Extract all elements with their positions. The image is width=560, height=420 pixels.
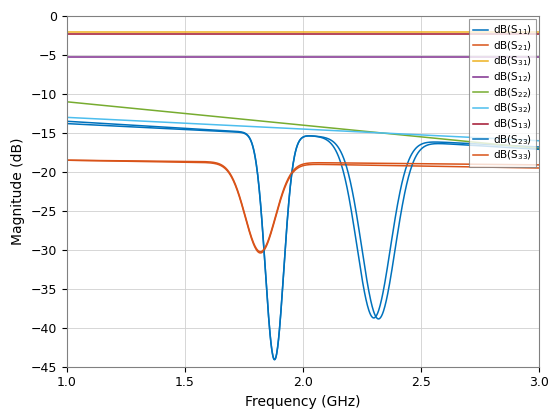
dB(S$_\mathregular{22}$) (272, 120, 278, 125)
dB(S$_\mathregular{33}$) (388, 161, 395, 166)
dB(S$_\mathregular{21}$) (257, 250, 264, 255)
dB(S$_\mathregular{12}$) (111, 54, 118, 59)
dB(S$_\mathregular{31}$) (254, 29, 261, 34)
dB(S$_\mathregular{21}$) (388, 163, 395, 168)
dB(S$_\mathregular{31}$) (432, 29, 438, 34)
dB(S$_\mathregular{11}$) (254, 173, 261, 178)
dB(S$_\mathregular{32}$) (111, 117, 118, 122)
X-axis label: Frequency (GHz): Frequency (GHz) (245, 395, 361, 409)
Line: dB(S$_\mathregular{23}$): dB(S$_\mathregular{23}$) (67, 121, 539, 360)
dB(S$_\mathregular{11}$) (441, 140, 447, 145)
dB(S$_\mathregular{23}$) (388, 270, 395, 275)
dB(S$_\mathregular{13}$) (272, 32, 278, 37)
dB(S$_\mathregular{32}$) (254, 124, 261, 129)
dB(S$_\mathregular{22}$) (254, 118, 261, 123)
Y-axis label: Magnitude (dB): Magnitude (dB) (11, 138, 25, 245)
dB(S$_\mathregular{12}$) (272, 54, 278, 59)
Line: dB(S$_\mathregular{21}$): dB(S$_\mathregular{21}$) (67, 160, 539, 253)
dB(S$_\mathregular{12}$) (440, 54, 447, 59)
dB(S$_\mathregular{12}$) (63, 54, 70, 59)
dB(S$_\mathregular{11}$) (388, 239, 395, 244)
dB(S$_\mathregular{13}$) (432, 32, 438, 37)
dB(S$_\mathregular{12}$) (535, 54, 542, 59)
dB(S$_\mathregular{32}$) (272, 125, 278, 130)
dB(S$_\mathregular{12}$) (388, 54, 394, 59)
dB(S$_\mathregular{23}$) (535, 147, 542, 152)
Line: dB(S$_\mathregular{32}$): dB(S$_\mathregular{32}$) (67, 117, 539, 141)
dB(S$_\mathregular{31}$) (111, 29, 118, 34)
dB(S$_\mathregular{33}$) (432, 161, 439, 166)
dB(S$_\mathregular{11}$) (272, 357, 278, 362)
dB(S$_\mathregular{12}$) (432, 54, 438, 59)
dB(S$_\mathregular{31}$) (388, 29, 394, 34)
dB(S$_\mathregular{23}$) (272, 357, 278, 362)
dB(S$_\mathregular{11}$) (535, 144, 542, 150)
dB(S$_\mathregular{33}$) (535, 163, 542, 168)
dB(S$_\mathregular{33}$) (441, 161, 447, 166)
dB(S$_\mathregular{33}$) (272, 215, 278, 220)
dB(S$_\mathregular{31}$) (535, 29, 542, 34)
dB(S$_\mathregular{13}$) (535, 32, 542, 37)
dB(S$_\mathregular{22}$) (111, 104, 118, 109)
dB(S$_\mathregular{32}$) (440, 134, 447, 139)
dB(S$_\mathregular{11}$) (432, 139, 439, 144)
dB(S$_\mathregular{23}$) (432, 141, 439, 146)
dB(S$_\mathregular{32}$) (432, 133, 438, 138)
dB(S$_\mathregular{21}$) (432, 164, 439, 169)
dB(S$_\mathregular{21}$) (111, 158, 118, 163)
dB(S$_\mathregular{11}$) (272, 357, 278, 362)
dB(S$_\mathregular{31}$) (272, 29, 278, 34)
dB(S$_\mathregular{32}$) (535, 138, 542, 143)
dB(S$_\mathregular{21}$) (535, 165, 542, 171)
dB(S$_\mathregular{22}$) (440, 136, 447, 142)
dB(S$_\mathregular{23}$) (272, 357, 278, 362)
dB(S$_\mathregular{13}$) (440, 32, 447, 37)
dB(S$_\mathregular{21}$) (254, 249, 261, 254)
Line: dB(S$_\mathregular{33}$): dB(S$_\mathregular{33}$) (67, 160, 539, 252)
dB(S$_\mathregular{23}$) (441, 141, 447, 146)
dB(S$_\mathregular{13}$) (111, 32, 118, 37)
dB(S$_\mathregular{21}$) (272, 216, 278, 221)
dB(S$_\mathregular{22}$) (63, 99, 70, 104)
dB(S$_\mathregular{11}$) (63, 121, 70, 126)
dB(S$_\mathregular{12}$) (254, 54, 261, 59)
dB(S$_\mathregular{23}$) (111, 122, 118, 127)
dB(S$_\mathregular{13}$) (63, 32, 70, 37)
dB(S$_\mathregular{22}$) (432, 136, 438, 141)
dB(S$_\mathregular{22}$) (388, 131, 394, 136)
dB(S$_\mathregular{23}$) (254, 172, 261, 177)
dB(S$_\mathregular{13}$) (254, 32, 261, 37)
Line: dB(S$_\mathregular{22}$): dB(S$_\mathregular{22}$) (67, 102, 539, 149)
dB(S$_\mathregular{32}$) (63, 115, 70, 120)
dB(S$_\mathregular{31}$) (440, 29, 447, 34)
dB(S$_\mathregular{13}$) (388, 32, 394, 37)
dB(S$_\mathregular{11}$) (111, 123, 118, 129)
dB(S$_\mathregular{23}$) (63, 119, 70, 124)
dB(S$_\mathregular{21}$) (63, 158, 70, 163)
dB(S$_\mathregular{33}$) (111, 158, 118, 163)
dB(S$_\mathregular{21}$) (441, 164, 447, 169)
Legend: dB(S$_\mathregular{11}$), dB(S$_\mathregular{21}$), dB(S$_\mathregular{31}$), dB: dB(S$_\mathregular{11}$), dB(S$_\mathreg… (469, 19, 536, 167)
dB(S$_\mathregular{22}$) (535, 146, 542, 151)
dB(S$_\mathregular{33}$) (63, 158, 70, 163)
dB(S$_\mathregular{33}$) (257, 249, 264, 254)
dB(S$_\mathregular{32}$) (388, 131, 394, 136)
Line: dB(S$_\mathregular{11}$): dB(S$_\mathregular{11}$) (67, 123, 539, 360)
dB(S$_\mathregular{33}$) (254, 248, 261, 253)
dB(S$_\mathregular{31}$) (63, 29, 70, 34)
